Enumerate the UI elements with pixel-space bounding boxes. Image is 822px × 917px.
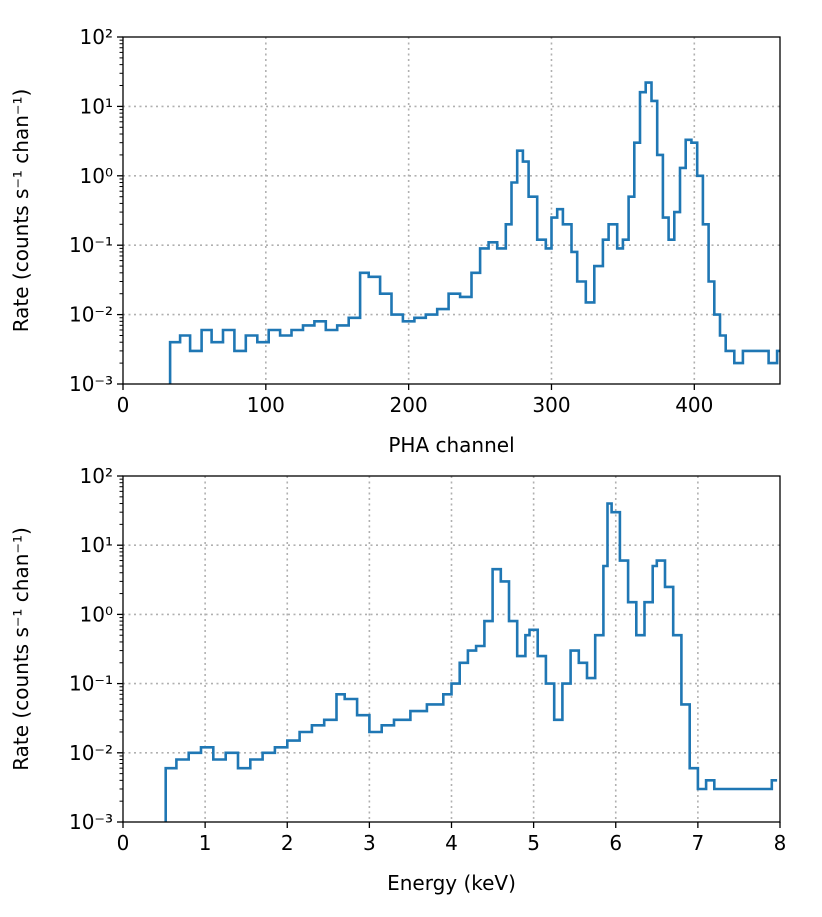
x-tick-label: 100 (247, 393, 285, 417)
y-tick-label: 10⁻¹ (69, 233, 113, 257)
x-tick-label: 7 (692, 831, 705, 855)
top-x-axis: 0 100 200 300 400 (117, 384, 713, 417)
bottom-x-axis-label: Energy (keV) (387, 871, 516, 895)
bottom-y-axis-label: Rate (counts s⁻¹ chan⁻¹) (9, 527, 33, 771)
y-tick-label: 10⁰ (80, 602, 113, 626)
y-tick-label: 10⁻¹ (69, 672, 113, 696)
y-tick-label: 10⁻² (69, 303, 113, 327)
bottom-spectrum-line (164, 502, 778, 822)
x-tick-label: 2 (281, 831, 294, 855)
y-tick-label: 10⁻³ (69, 372, 113, 396)
x-tick-label: 1 (199, 831, 212, 855)
bottom-x-axis: 0 1 2 3 4 5 6 7 8 (117, 822, 787, 855)
top-spectrum-line (168, 81, 780, 384)
x-tick-label: 8 (774, 831, 787, 855)
y-tick-label: 10¹ (80, 533, 113, 557)
bottom-y-axis: 10⁻³ 10⁻² 10⁻¹ 10⁰ 10¹ 10² (69, 464, 123, 834)
top-panel: 0 100 200 300 400 10⁻³ 10⁻² 10⁻¹ 10⁰ 10¹ 10² PHA … (0, 0, 822, 457)
x-tick-label: 4 (445, 831, 458, 855)
y-tick-label: 10⁻³ (69, 810, 113, 834)
x-tick-label: 200 (390, 393, 428, 417)
top-y-axis: 10⁻³ 10⁻² 10⁻¹ 10⁰ 10¹ 10² (69, 25, 123, 396)
x-tick-label: 300 (532, 393, 570, 417)
top-y-axis-label: Rate (counts s⁻¹ chan⁻¹) (9, 89, 33, 333)
y-tick-label: 10⁰ (80, 164, 113, 188)
x-tick-label: 3 (363, 831, 376, 855)
y-tick-label: 10¹ (80, 94, 113, 118)
x-tick-label: 0 (117, 831, 130, 855)
y-tick-label: 10² (80, 25, 113, 49)
x-tick-label: 400 (675, 393, 713, 417)
top-x-axis-label: PHA channel (388, 433, 514, 457)
y-tick-label: 10² (80, 464, 113, 488)
top-axes-frame (122, 36, 781, 385)
y-tick-label: 10⁻² (69, 741, 113, 765)
x-tick-label: 6 (609, 831, 622, 855)
x-tick-label: 5 (527, 831, 540, 855)
x-tick-label: 0 (117, 393, 130, 417)
bottom-panel: 0 1 2 3 4 5 6 7 8 10⁻³ 10⁻² 10⁻¹ 10⁰ 10¹ 10² Energy (… (9, 464, 786, 895)
